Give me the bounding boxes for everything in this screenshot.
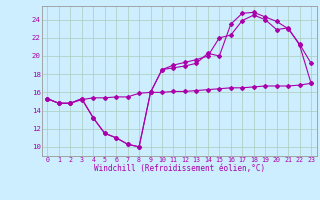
X-axis label: Windchill (Refroidissement éolien,°C): Windchill (Refroidissement éolien,°C) bbox=[94, 164, 265, 173]
